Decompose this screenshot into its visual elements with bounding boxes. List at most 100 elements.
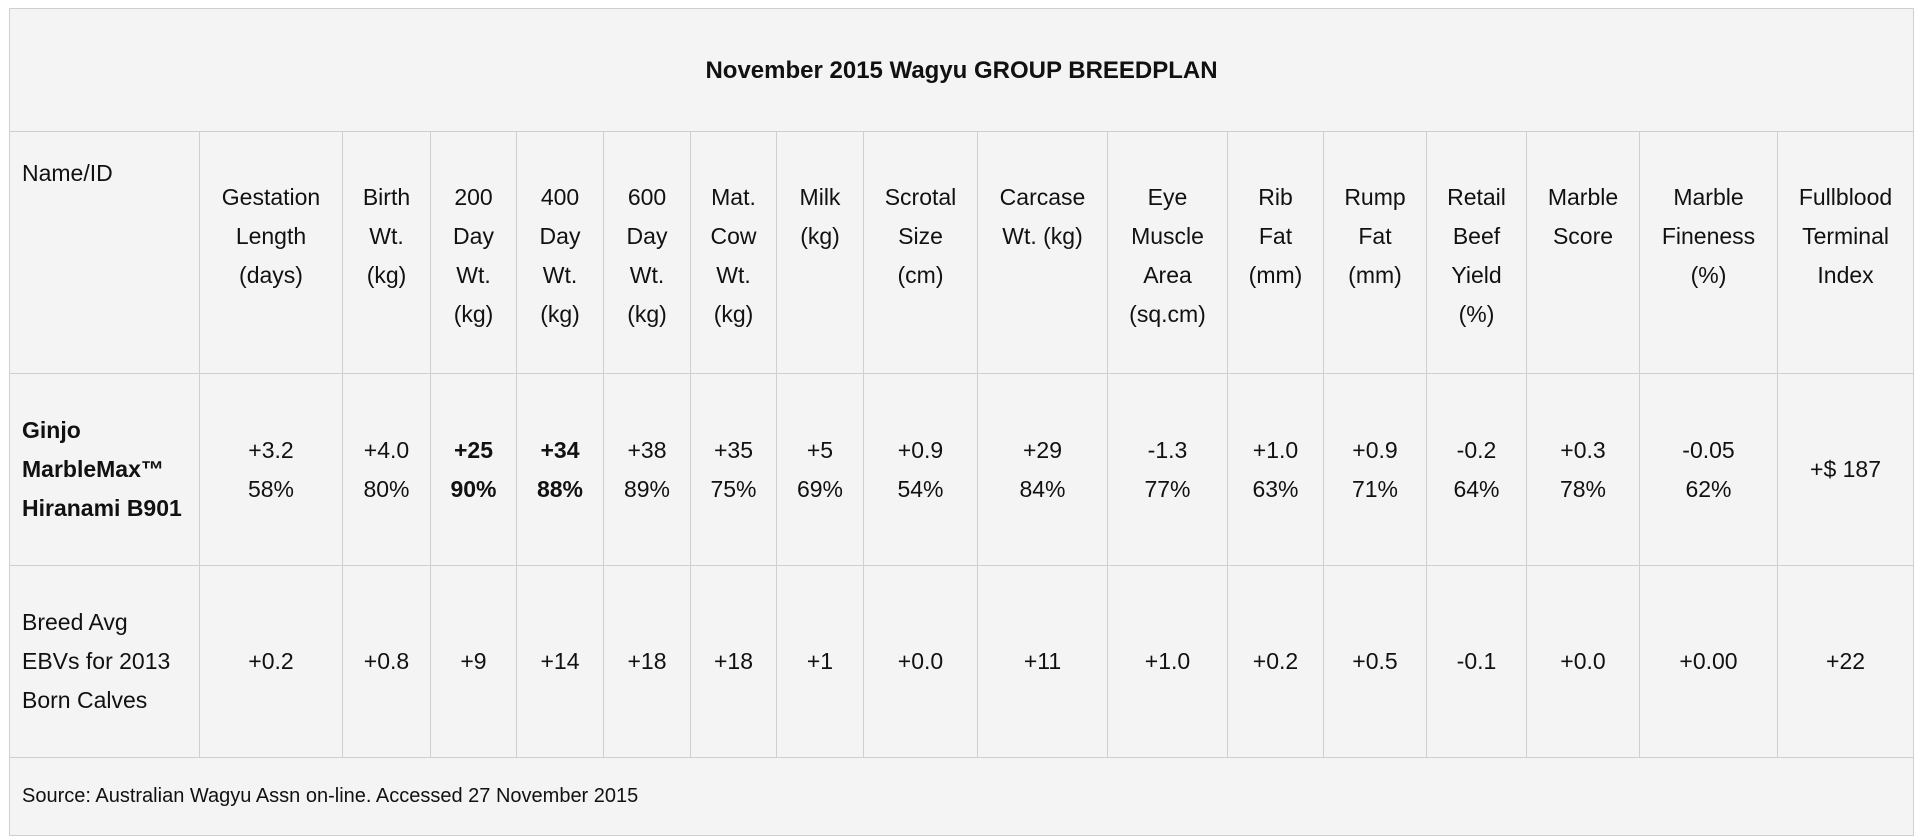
accuracy: 88%	[536, 475, 584, 502]
ebv: +1.0	[1252, 436, 1299, 463]
value-cell: +25 90%	[430, 373, 517, 566]
header-cell: Name/ID	[9, 131, 200, 374]
value-cell: +14	[516, 565, 604, 758]
accuracy: 62%	[1685, 475, 1732, 502]
accuracy: 90%	[450, 475, 497, 502]
value-cell: +0.00	[1639, 565, 1778, 758]
header-cell: Birth Wt. (kg)	[342, 131, 431, 374]
ebv: +35	[713, 436, 753, 463]
accuracy: 80%	[363, 475, 410, 502]
accuracy: 77%	[1144, 475, 1191, 502]
value-cell: +1	[776, 565, 864, 758]
value-cell: -0.05 62%	[1639, 373, 1778, 566]
value-cell: +0.5	[1323, 565, 1427, 758]
header-cell: 600 Day Wt. (kg)	[603, 131, 691, 374]
ebv: -0.2	[1456, 436, 1497, 463]
accuracy: 71%	[1351, 475, 1399, 502]
ebv: +25	[453, 436, 493, 463]
ebv: +11	[1023, 648, 1062, 674]
value-cell: +38 89%	[603, 373, 691, 566]
ebv: +9	[460, 648, 487, 674]
value-cell: +29 84%	[977, 373, 1108, 566]
header-cell: Retail Beef Yield (%)	[1426, 131, 1527, 374]
ebv: +0.0	[897, 648, 944, 674]
value-cell: +0.2	[199, 565, 343, 758]
row-name: Ginjo MarbleMax™ Hiranami B901	[9, 373, 200, 566]
ebv: +0.0	[1560, 648, 1606, 674]
value-cell: +35 75%	[690, 373, 777, 566]
source-note: Source: Australian Wagyu Assn on-line. A…	[8, 757, 1915, 836]
value-cell: +1.0 63%	[1227, 373, 1324, 566]
ebv: +0.2	[248, 648, 294, 674]
ebv: -0.05	[1682, 436, 1735, 463]
header-cell: Milk (kg)	[776, 131, 864, 374]
accuracy: 63%	[1252, 475, 1299, 502]
value-cell: +11	[977, 565, 1108, 758]
value-cell: +0.9 54%	[863, 373, 978, 566]
value-cell: +18	[690, 565, 777, 758]
accuracy: 84%	[1019, 475, 1066, 502]
header-cell: Gestation Length (days)	[199, 131, 343, 374]
accuracy: 54%	[897, 475, 944, 502]
table-title: November 2015 Wagyu GROUP BREEDPLAN	[8, 8, 1915, 132]
ebv: +0.3	[1560, 436, 1606, 463]
ebv: +0.5	[1352, 648, 1398, 674]
ebv: +18	[627, 648, 667, 674]
value-cell: +18	[603, 565, 691, 758]
value-cell: +4.0 80%	[342, 373, 431, 566]
title-row: November 2015 Wagyu GROUP BREEDPLAN	[8, 8, 1915, 132]
value-cell: +0.3 78%	[1526, 373, 1640, 566]
breedplan-table: November 2015 Wagyu GROUP BREEDPLAN Name/…	[8, 8, 1915, 836]
value-cell: +0.0	[1526, 565, 1640, 758]
value-cell: +0.8	[342, 565, 431, 758]
ebv: +5	[806, 436, 834, 463]
value-cell: +3.2 58%	[199, 373, 343, 566]
ebv: +0.9	[897, 436, 944, 463]
ebv: +1	[806, 648, 834, 674]
value-cell: +1.0	[1107, 565, 1228, 758]
header-cell: Rib Fat (mm)	[1227, 131, 1324, 374]
data-row: Ginjo MarbleMax™ Hiranami B901 +3.2 58% +4.…	[9, 373, 1915, 566]
ebv: +0.8	[363, 648, 410, 674]
header-cell: Scrotal Size (cm)	[863, 131, 978, 374]
ebv: -1.3	[1147, 436, 1188, 463]
value-cell: +22	[1776, 565, 1915, 758]
ebv: +14	[540, 648, 580, 674]
header-cell: Fullblood Terminal Index	[1776, 131, 1915, 374]
ebv: +18	[713, 648, 753, 674]
accuracy: 78%	[1559, 475, 1607, 502]
value-cell: +34 88%	[516, 373, 604, 566]
ebv: +$ 187	[1810, 456, 1882, 482]
accuracy: 75%	[710, 475, 757, 502]
accuracy: 58%	[247, 475, 295, 502]
value-cell: +0.9 71%	[1323, 373, 1427, 566]
ebv: -0.1	[1456, 648, 1497, 674]
ebv: +0.00	[1679, 648, 1738, 674]
ebv: +0.2	[1252, 648, 1299, 674]
header-cell: Marble Fineness (%)	[1639, 131, 1778, 374]
header-cell: Marble Score	[1526, 131, 1640, 374]
header-cell: 400 Day Wt. (kg)	[516, 131, 604, 374]
ebv: +38	[627, 436, 667, 463]
ebv: +0.9	[1352, 436, 1398, 463]
ebv: +4.0	[363, 436, 410, 463]
header-cell: Mat. Cow Wt. (kg)	[690, 131, 777, 374]
value-cell: +9	[430, 565, 517, 758]
value-cell: +5 69%	[776, 373, 864, 566]
accuracy: 64%	[1453, 475, 1500, 502]
value-cell: +0.2	[1227, 565, 1324, 758]
header-cell: Eye Muscle Area (sq.cm)	[1107, 131, 1228, 374]
accuracy: 89%	[623, 475, 671, 502]
ebv: +22	[1826, 648, 1866, 674]
header-cell: Rump Fat (mm)	[1323, 131, 1427, 374]
value-cell: -0.1	[1426, 565, 1527, 758]
value-cell: -1.3 77%	[1107, 373, 1228, 566]
value-cell: +$ 187	[1776, 373, 1915, 566]
header-cell: 200 Day Wt. (kg)	[430, 131, 517, 374]
data-row: Breed Avg EBVs for 2013 Born Calves +0.2 +…	[9, 565, 1915, 758]
header-row: Name/ID Gestation Length (days) Birth Wt. …	[9, 131, 1915, 374]
value-cell: -0.2 64%	[1426, 373, 1527, 566]
source-row: Source: Australian Wagyu Assn on-line. A…	[8, 757, 1915, 836]
ebv: +29	[1022, 436, 1062, 463]
